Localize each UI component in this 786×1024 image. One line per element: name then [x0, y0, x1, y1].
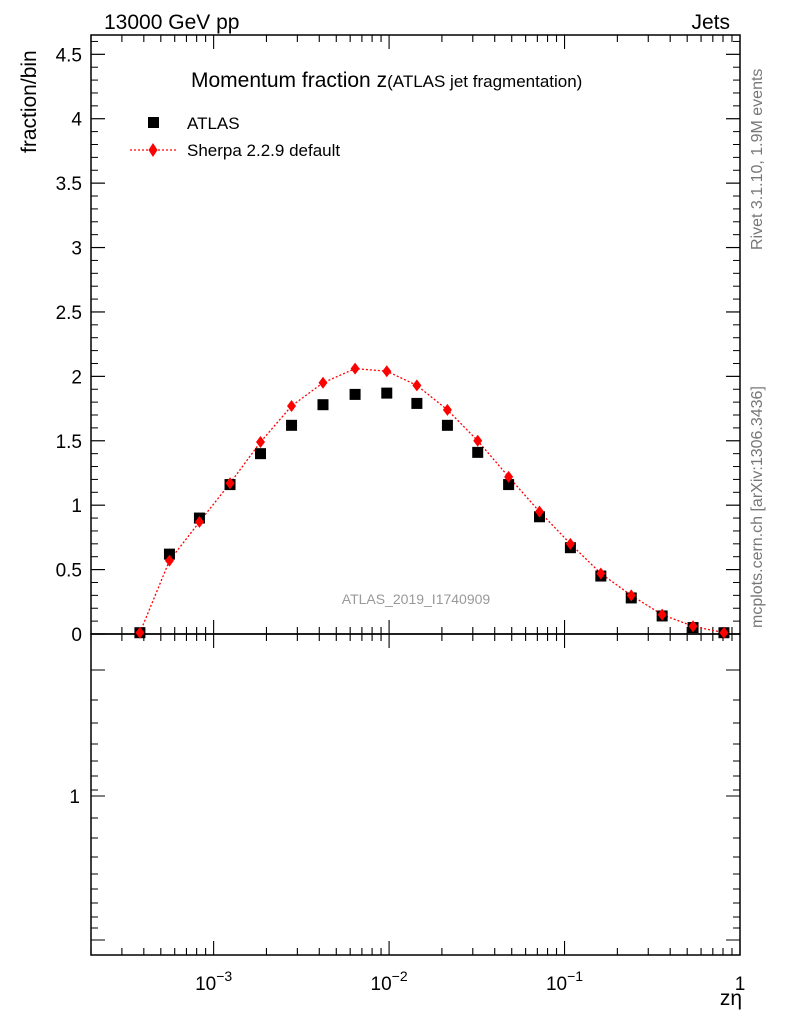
- atlas-data-point: [441, 419, 453, 431]
- sherpa-data-point: [164, 554, 174, 567]
- legend-marker-sherpa: [148, 143, 158, 157]
- sherpa-data-point: [442, 403, 452, 416]
- chart-title-main: Momentum fraction z: [191, 69, 387, 92]
- sherpa-data-point: [473, 434, 483, 447]
- legend-label-sherpa: Sherpa 2.2.9 default: [187, 141, 340, 160]
- legend: ATLAS Sherpa 2.2.9 default: [130, 114, 340, 160]
- y-tick-label: 2.5: [56, 303, 82, 324]
- analysis-watermark: ATLAS_2019_I1740909: [342, 591, 491, 607]
- axes-layer: 0 0.5 1 1.5 2 2.5 3 3.5 4 4.5 10−3 10−2 10−1 1: [56, 35, 746, 995]
- chart-title-sub: (ATLAS jet fragmentation): [387, 72, 582, 91]
- beam-label: 13000 GeV pp: [104, 11, 239, 34]
- sherpa-data-point: [719, 626, 729, 639]
- sherpa-data-point: [412, 379, 422, 392]
- y-axis-label: fraction/bin: [18, 50, 41, 153]
- x-tick-label: 10−1: [546, 968, 583, 995]
- ratio-y-tick-label: 1: [69, 787, 80, 808]
- y-tick-label: 0: [71, 625, 82, 646]
- sherpa-data-point: [504, 470, 514, 483]
- x-tick-label: 10−3: [195, 968, 232, 995]
- y-tick-label: 1.5: [56, 432, 82, 453]
- sherpa-data-point: [350, 362, 360, 375]
- x-tick-label: 1: [735, 974, 746, 995]
- sherpa-data-point: [688, 620, 698, 633]
- y-tick-label: 3: [71, 239, 82, 260]
- y-tick-label: 1: [71, 496, 82, 517]
- sherpa-data-point: [596, 567, 606, 580]
- legend-label-atlas: ATLAS: [187, 114, 240, 133]
- mcplots-label: mcplots.cern.ch [arXiv:1306.3436]: [749, 386, 766, 628]
- y-tick-label: 2: [71, 367, 82, 388]
- legend-marker-atlas: [148, 117, 159, 128]
- ratio-panel-frame: [90, 633, 741, 956]
- atlas-data-point: [349, 388, 361, 400]
- y-tick-label: 4: [71, 110, 82, 131]
- atlas-data-point: [163, 548, 175, 560]
- sherpa-data-point: [287, 399, 297, 412]
- y-tick-label: 3.5: [56, 174, 82, 195]
- atlas-data-point: [286, 419, 298, 431]
- sherpa-data-point: [657, 608, 667, 621]
- sherpa-data-point: [535, 505, 545, 518]
- series-layer: [134, 362, 730, 639]
- chart-title: Momentum fraction z(ATLAS jet fragmentat…: [191, 69, 582, 92]
- rivet-version-label: Rivet 3.1.10, 1.9M events: [749, 69, 766, 250]
- y-tick-label: 4.5: [56, 45, 82, 66]
- x-tick-label: 10−2: [371, 968, 408, 995]
- sherpa-data-point: [565, 537, 575, 550]
- sherpa-line: [139, 367, 725, 634]
- process-label: Jets: [691, 11, 730, 34]
- sherpa-data-point: [256, 436, 266, 449]
- x-axis-label: zη: [720, 987, 742, 1010]
- sherpa-data-point: [318, 376, 328, 389]
- atlas-data-point: [411, 397, 423, 409]
- sherpa-data-point: [135, 626, 145, 639]
- atlas-data-point: [472, 446, 484, 458]
- atlas-data-point: [503, 479, 515, 491]
- sherpa-data-point: [626, 589, 636, 602]
- atlas-data-point: [381, 387, 393, 399]
- y-tick-label: 0.5: [56, 561, 82, 582]
- atlas-data-point: [255, 448, 267, 460]
- sherpa-data-point: [382, 365, 392, 378]
- sherpa-data-point: [225, 477, 235, 490]
- sherpa-data-point: [194, 515, 204, 528]
- atlas-data-point: [317, 399, 329, 411]
